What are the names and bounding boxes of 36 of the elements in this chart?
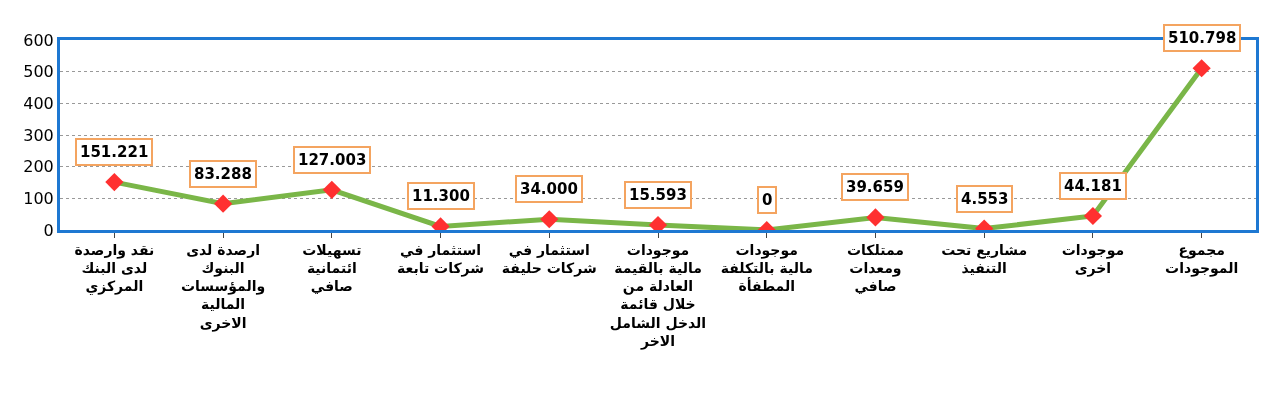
data-label: 151.221 (80, 143, 149, 161)
data-label: 127.003 (298, 151, 367, 169)
data-label: 510.798 (1168, 29, 1237, 47)
point (213, 194, 233, 213)
y-tick-label: 500 (23, 62, 54, 82)
data-label: 83.288 (194, 165, 252, 183)
point (105, 173, 124, 192)
point (1192, 59, 1211, 78)
y-tick-label: 100 (23, 188, 54, 208)
data-label: 15.593 (629, 186, 687, 204)
point (540, 210, 559, 229)
x-tick-label: تسهيلات ائتمانية صافي (302, 241, 362, 296)
y-tick-label: 0 (43, 220, 54, 240)
point (322, 180, 341, 199)
y-tick-label: 400 (23, 93, 54, 113)
x-tick-label: ممتلكات ومعدات صافي (846, 241, 904, 296)
x-tick-label: استثمار في شركات حليفة (501, 241, 597, 277)
data-label: 44.181 (1064, 177, 1122, 195)
data-label: 39.659 (846, 178, 904, 196)
point (1083, 206, 1103, 226)
x-tick-label: نقد وارصدة لدى البنك المركزي (74, 241, 155, 297)
point (866, 208, 885, 227)
y-tick-label: 300 (23, 125, 54, 145)
x-tick-label: موجودات مالية بالتكلفة المطفأة (720, 241, 813, 295)
x-tick-label: استثمار في شركات تابعة (397, 241, 485, 277)
data-label: 0 (762, 191, 773, 209)
x-tick-label: مجموع الموجودات (1165, 241, 1239, 277)
data-label: 11.300 (412, 187, 470, 205)
x-tick-label: موجودات اخرى (1061, 241, 1125, 277)
y-tick-label: 200 (23, 157, 54, 177)
x-tick-label: مشاريع تحت التنفيذ (941, 241, 1028, 276)
data-label: 34.000 (520, 180, 578, 198)
x-tick-label: موجودات مالية بالقيمة العادلة من خلال قائمة الدخل الشامل الاخر (609, 241, 707, 350)
data-label: 4.553 (961, 190, 1009, 208)
y-tick-label: 600 (23, 30, 54, 50)
x-tick-label: ارصدة لدى البنوك والمؤسسات المالية الاخرى (180, 241, 266, 332)
